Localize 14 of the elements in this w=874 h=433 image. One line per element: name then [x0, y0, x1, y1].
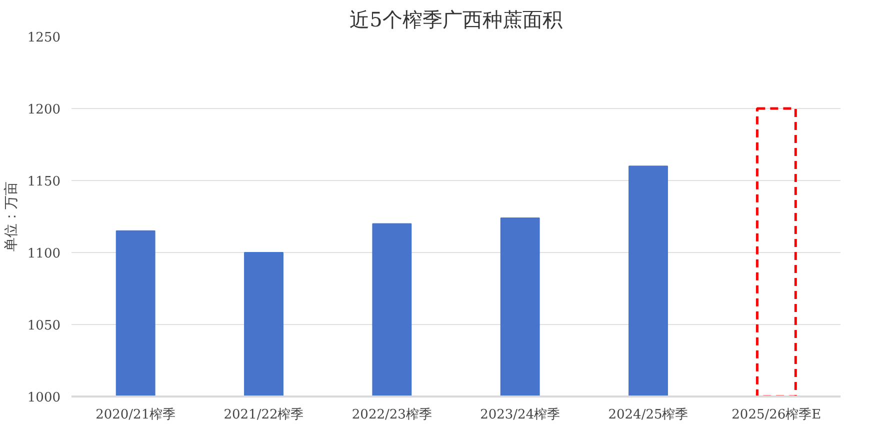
y-tick-label: 1250 — [27, 30, 61, 46]
x-tick-label: 2020/21榨季 — [96, 408, 176, 422]
x-tick-label: 2021/22榨季 — [224, 408, 304, 422]
chart-title: 近5个榨季广西种蔗面积 — [350, 8, 562, 32]
y-tick-label: 1100 — [27, 246, 61, 262]
y-tick-label: 1150 — [27, 174, 61, 190]
x-tick-label: 2025/26榨季E — [732, 408, 822, 422]
y-axis-title: 单位：万亩 — [3, 182, 20, 252]
y-tick-label: 1200 — [27, 102, 61, 118]
x-tick-label: 2023/24榨季 — [480, 408, 560, 422]
x-tick-label: 2022/23榨季 — [352, 408, 432, 422]
x-tick-label: 2024/25榨季 — [608, 408, 688, 422]
y-tick-label: 1050 — [27, 318, 61, 334]
y-tick-label: 1000 — [27, 390, 61, 406]
